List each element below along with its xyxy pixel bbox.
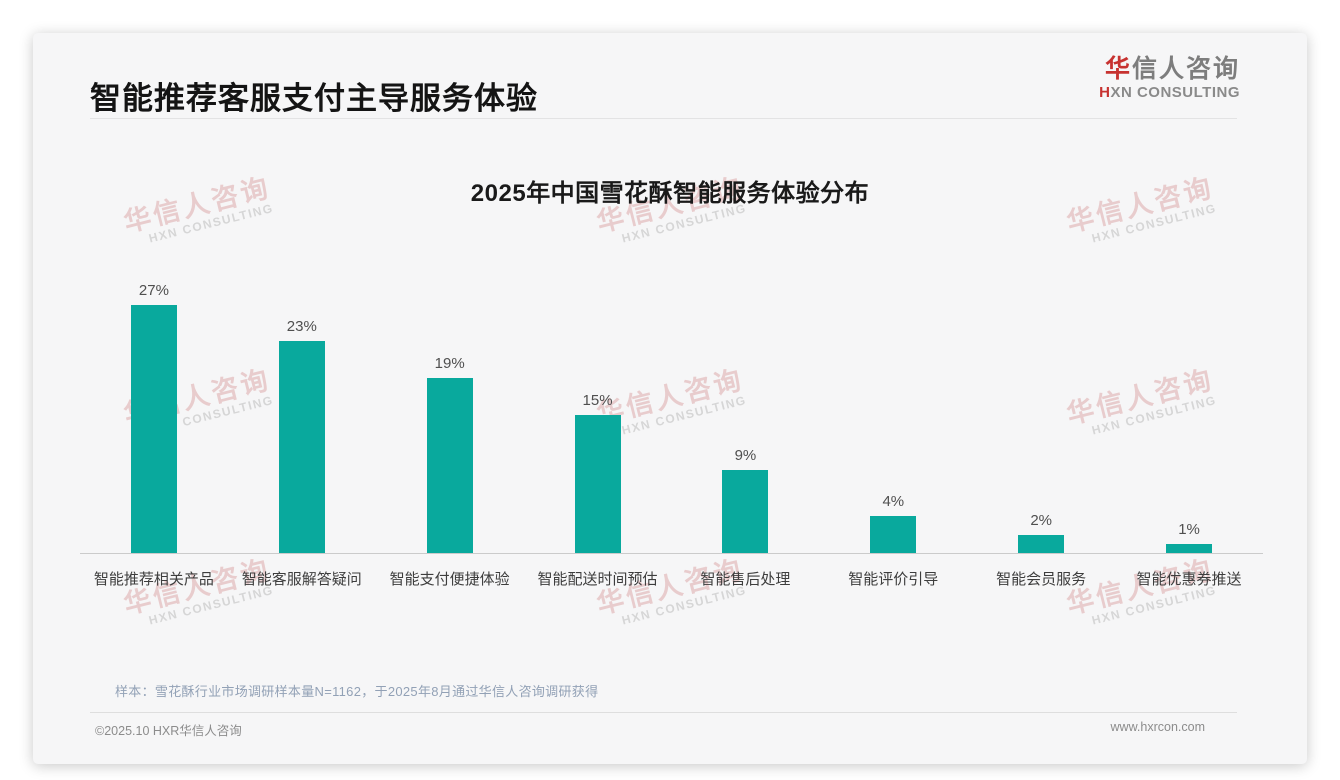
bar-value-label: 15% (582, 392, 613, 409)
website-url: www.hxrcon.com (1110, 720, 1205, 734)
bar-value-label: 27% (138, 281, 169, 299)
bar-slot: 1% (1115, 270, 1263, 553)
category-label: 智能推荐相关产品 (93, 571, 214, 588)
watermark-line2: HXN CONSULTING (620, 582, 748, 628)
page-title: 智能推荐客服支付主导服务体验 (90, 81, 538, 116)
category-label: 智能配送时间预估 (537, 571, 658, 588)
category-label: 智能支付便捷体验 (389, 571, 510, 588)
sample-note: 样本：雪花酥行业市场调研样本量N=1162，于2025年8月通过华信人咨询调研获… (115, 684, 599, 699)
report-card: 华信人咨询 HXN CONSULTING 华信人咨询 HXN CONSULTING 华信… (33, 33, 1307, 764)
chart-title: 2025年中国雪花酥智能服务体验分布 (470, 180, 870, 207)
chart-plot-area: 27% 23% 19% 15% 9% 4% 2% 1% (80, 270, 1263, 554)
category-label: 智能客服解答疑问 (241, 571, 362, 588)
bar-slot: 23% (228, 270, 376, 553)
logo-en-accent: H (1099, 83, 1111, 101)
bar-value-label: 23% (286, 318, 317, 336)
bar-value-label: 4% (882, 493, 905, 511)
footer-divider (90, 712, 1237, 713)
category-label: 智能优惠券推送 (1136, 571, 1242, 588)
category-label: 智能评价引导 (848, 571, 939, 588)
bar-智能售后处理 (722, 470, 769, 553)
bar-智能配送时间预估 (574, 415, 621, 553)
logo-en-rest: XN CONSULTING (1110, 83, 1240, 101)
bar-slot: 15% (524, 270, 672, 553)
bar-智能客服解答疑问 (278, 341, 325, 553)
watermark-line2: HXN CONSULTING (147, 200, 275, 246)
logo-english-name: HXN CONSULTING (1099, 84, 1240, 101)
chart-category-axis: 智能推荐相关产品 智能客服解答疑问 智能支付便捷体验 智能配送时间预估 智能售后处理 智能… (80, 555, 1263, 589)
bar-slot: 4% (819, 270, 967, 553)
watermark-line2: HXN CONSULTING (147, 582, 275, 628)
bar-value-label: 19% (434, 355, 465, 373)
bar-slot: 2% (967, 270, 1115, 553)
bar-value-label: 1% (1178, 520, 1200, 538)
logo-chinese-name: 华信人咨询 (1099, 55, 1240, 84)
logo-zh-rest: 信人咨询 (1131, 55, 1240, 83)
brand-logo: 华信人咨询 HXN CONSULTING (1099, 55, 1240, 101)
bar-slot: 9% (672, 270, 820, 553)
header-divider (90, 118, 1237, 119)
watermark-line2: HXN CONSULTING (1090, 582, 1218, 628)
bar-slot: 19% (376, 270, 524, 553)
bar-value-label: 2% (1030, 511, 1053, 529)
bar-智能优惠券推送 (1166, 543, 1213, 553)
watermark-line2: HXN CONSULTING (620, 200, 748, 246)
category-label: 智能售后处理 (700, 571, 791, 588)
category-label: 智能会员服务 (996, 571, 1087, 588)
footer: ©2025.10 HXR华信人咨询 www.hxrcon.com (95, 720, 1205, 739)
bar-智能推荐相关产品 (130, 304, 177, 553)
bar-value-label: 9% (734, 447, 757, 465)
logo-zh-accent: 华 (1104, 55, 1132, 83)
bar-slot: 27% (80, 270, 228, 553)
copyright-text: ©2025.10 HXR华信人咨询 (95, 724, 242, 738)
bar-智能评价引导 (870, 516, 917, 553)
watermark-line2: HXN CONSULTING (1090, 200, 1218, 246)
bar-智能支付便捷体验 (426, 378, 473, 553)
bar-智能会员服务 (1018, 534, 1065, 553)
